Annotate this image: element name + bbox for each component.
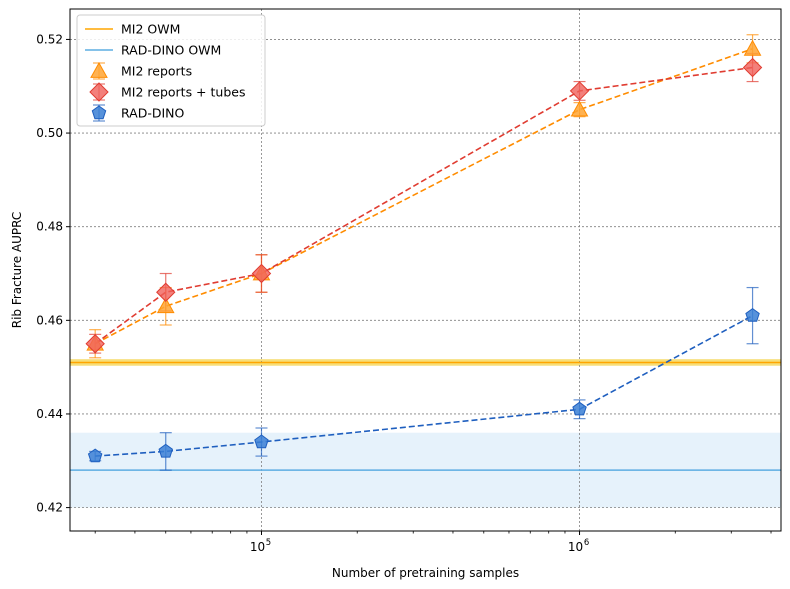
x-tick-exponent: 5 — [266, 538, 271, 548]
legend-marker — [90, 61, 108, 78]
legend-entry: MI2 reports — [90, 61, 192, 80]
legend-entry: RAD-DINO OWM — [85, 43, 221, 58]
data-point — [158, 443, 173, 458]
x-tick-exponent: 6 — [584, 538, 589, 548]
data-point — [569, 81, 590, 101]
legend-box — [76, 14, 266, 127]
legend-label: MI2 reports + tubes — [121, 85, 245, 100]
data-point — [87, 448, 103, 463]
x-tick-label: 10 — [250, 540, 265, 554]
x-axis-label: Number of pretraining samples — [332, 566, 519, 580]
data-point — [254, 434, 269, 449]
legend-label: RAD-DINO OWM — [121, 43, 221, 58]
legend-label: RAD-DINO — [121, 106, 185, 121]
data-point — [743, 39, 762, 56]
legend-entry: RAD-DINO — [91, 104, 185, 122]
data-point — [570, 100, 589, 117]
legend-label: MI2 OWM — [121, 22, 180, 37]
legend-marker — [89, 82, 109, 102]
legend-entry: MI2 reports + tubes — [89, 82, 245, 102]
data-point — [251, 263, 272, 284]
legend-entry: MI2 OWM — [85, 22, 180, 37]
plot-frame — [69, 8, 782, 532]
y-tick-label: 0.46 — [36, 313, 63, 327]
y-tick-label: 0.48 — [36, 220, 63, 234]
y-tick-label: 0.44 — [36, 407, 63, 421]
y-tick-label: 0.50 — [36, 126, 63, 140]
legend: MI2 OWM RAD-DINO OWM MI2 reports MI2 report… — [76, 14, 266, 127]
data-point — [572, 401, 587, 416]
y-tick-label: 0.52 — [36, 32, 63, 46]
y-tick-label: 0.42 — [36, 501, 63, 515]
data-point — [742, 57, 763, 78]
data-point — [156, 297, 175, 314]
legend-label: MI2 reports — [121, 64, 192, 79]
data-point — [156, 282, 176, 302]
legend-marker — [91, 105, 107, 120]
data-point — [745, 307, 760, 322]
y-axis-label: Rib Fracture AUPRC — [10, 212, 24, 329]
data-point — [85, 334, 105, 354]
x-tick-label: 10 — [568, 540, 583, 554]
